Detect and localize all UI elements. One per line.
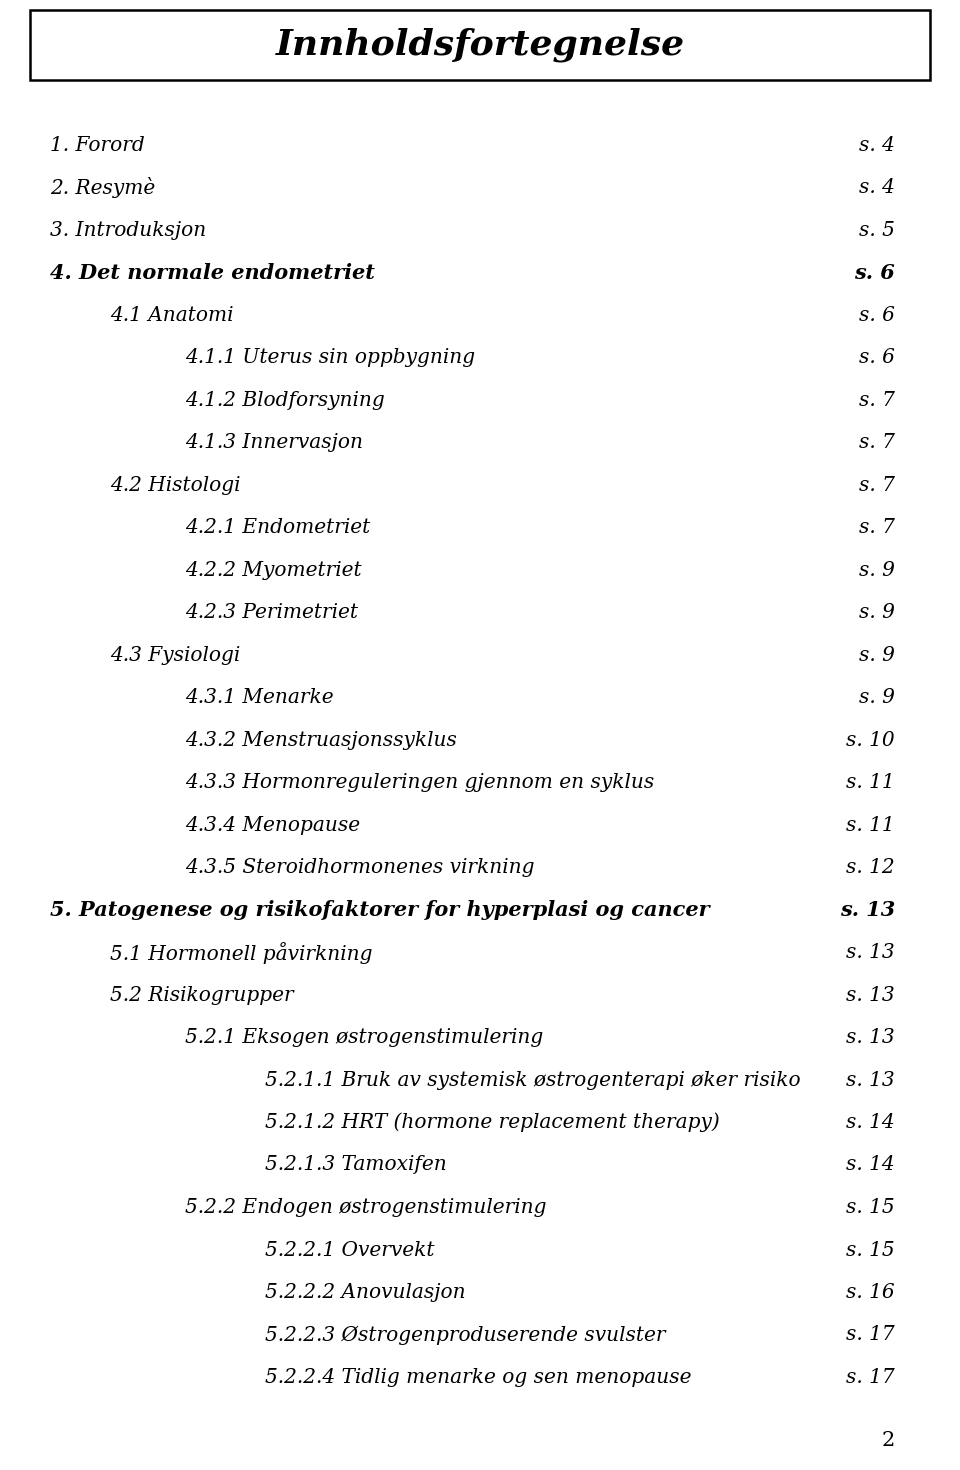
Text: 3. Introduksjon: 3. Introduksjon [50,220,206,240]
Text: 4.2 Histologi: 4.2 Histologi [110,475,241,494]
Text: 5.2.1 Eksogen østrogenstimulering: 5.2.1 Eksogen østrogenstimulering [185,1028,543,1047]
Text: 4.1.3 Innervasjon: 4.1.3 Innervasjon [185,434,363,451]
Text: 2: 2 [881,1430,895,1449]
Text: Innholdsfortegnelse: Innholdsfortegnelse [276,28,684,62]
Text: 4.2.1 Endometriet: 4.2.1 Endometriet [185,517,371,537]
Text: 4.1.1 Uterus sin oppbygning: 4.1.1 Uterus sin oppbygning [185,348,475,368]
Text: 5.2.2 Endogen østrogenstimulering: 5.2.2 Endogen østrogenstimulering [185,1198,546,1217]
Text: s. 14: s. 14 [847,1155,895,1175]
Bar [30,10,930,79]
Text: s. 6: s. 6 [859,348,895,368]
Text: 4.2.2 Myometriet: 4.2.2 Myometriet [185,560,362,579]
Text: 4.3.1 Menarke: 4.3.1 Menarke [185,688,334,707]
Text: 1. Forord: 1. Forord [50,135,145,154]
Text: 5.2.1.2 HRT (hormone replacement therapy): 5.2.1.2 HRT (hormone replacement therapy… [265,1113,720,1132]
Text: 5.2.1.1 Bruk av systemisk østrogenterapi øker risiko: 5.2.1.1 Bruk av systemisk østrogenterapi… [265,1070,801,1089]
Text: 5.2.1.3 Tamoxifen: 5.2.1.3 Tamoxifen [265,1155,446,1175]
Text: s. 13: s. 13 [847,1028,895,1047]
Text: s. 7: s. 7 [859,517,895,537]
Text: 5.2.2.2 Anovulasjon: 5.2.2.2 Anovulasjon [265,1283,466,1302]
Text: s. 6: s. 6 [854,263,895,282]
Text: 5.2 Risikogrupper: 5.2 Risikogrupper [110,985,294,1004]
Text: s. 12: s. 12 [847,858,895,878]
Text: s. 17: s. 17 [847,1369,895,1388]
Text: 2. Resymè: 2. Resymè [50,176,156,198]
Text: s. 16: s. 16 [847,1283,895,1302]
Text: 5. Patogenese og risikofaktorer for hyperplasi og cancer: 5. Patogenese og risikofaktorer for hype… [50,900,709,920]
Text: s. 6: s. 6 [859,306,895,325]
Text: s. 7: s. 7 [859,475,895,494]
Text: s. 4: s. 4 [859,178,895,197]
Text: s. 17: s. 17 [847,1326,895,1345]
Text: 4.1 Anatomi: 4.1 Anatomi [110,306,233,325]
Text: s. 9: s. 9 [859,603,895,622]
Text: 5.2.2.4 Tidlig menarke og sen menopause: 5.2.2.4 Tidlig menarke og sen menopause [265,1369,691,1388]
Text: s. 13: s. 13 [847,1070,895,1089]
Text: 4.3.3 Hormonreguleringen gjennom en syklus: 4.3.3 Hormonreguleringen gjennom en sykl… [185,773,655,792]
Text: s. 7: s. 7 [859,434,895,451]
Text: s. 15: s. 15 [847,1241,895,1260]
Text: 4.1.2 Blodforsyning: 4.1.2 Blodforsyning [185,391,385,410]
Text: s. 10: s. 10 [847,731,895,750]
Text: 4. Det normale endometriet: 4. Det normale endometriet [50,263,374,282]
Text: s. 9: s. 9 [859,645,895,664]
Text: s. 4: s. 4 [859,135,895,154]
Text: 5.2.2.1 Overvekt: 5.2.2.1 Overvekt [265,1241,435,1260]
Text: s. 9: s. 9 [859,688,895,707]
Text: s. 9: s. 9 [859,560,895,579]
Text: s. 7: s. 7 [859,391,895,410]
Text: 5.2.2.3 Østrogenproduserende svulster: 5.2.2.3 Østrogenproduserende svulster [265,1326,665,1345]
Text: s. 14: s. 14 [847,1113,895,1132]
Text: s. 5: s. 5 [859,220,895,240]
Text: 4.3 Fysiologi: 4.3 Fysiologi [110,645,240,664]
Text: s. 11: s. 11 [847,816,895,835]
Text: s. 15: s. 15 [847,1198,895,1217]
Text: s. 11: s. 11 [847,773,895,792]
Text: 4.3.5 Steroidhormonenes virkning: 4.3.5 Steroidhormonenes virkning [185,858,535,878]
Text: 4.3.4 Menopause: 4.3.4 Menopause [185,816,360,835]
Text: 5.1 Hormonell påvirkning: 5.1 Hormonell påvirkning [110,941,372,963]
Text: s. 13: s. 13 [847,942,895,961]
Text: 4.3.2 Menstruasjonssyklus: 4.3.2 Menstruasjonssyklus [185,731,457,750]
Text: 4.2.3 Perimetriet: 4.2.3 Perimetriet [185,603,358,622]
Text: s. 13: s. 13 [847,985,895,1004]
Text: s. 13: s. 13 [840,900,895,920]
